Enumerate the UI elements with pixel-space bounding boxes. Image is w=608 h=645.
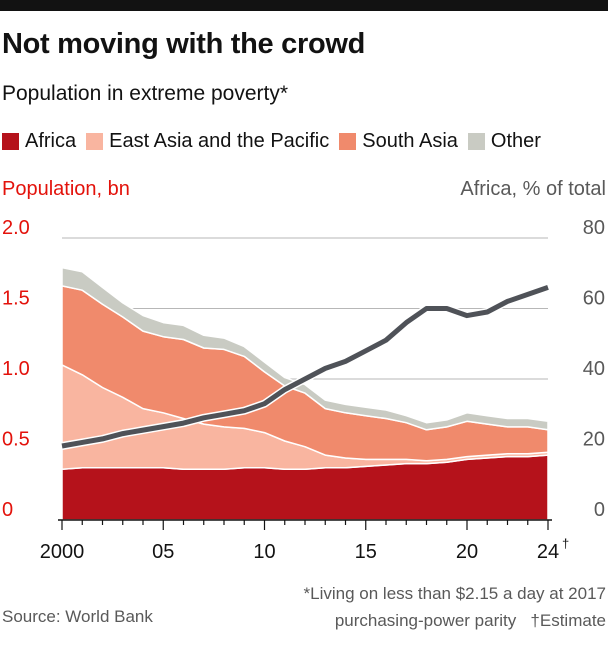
- legend-item-south-asia: South Asia: [339, 130, 458, 153]
- y-tick-label: 0.5: [2, 429, 30, 451]
- x-tick-label: 05: [152, 541, 174, 563]
- legend-label-africa: Africa: [25, 129, 77, 152]
- footnote: *Living on less than $2.15 a day at 2017…: [304, 580, 606, 634]
- footnote-line-3: †Estimate: [530, 611, 606, 630]
- footnote-line-1: *Living on less than $2.15 a day at 2017: [303, 584, 606, 603]
- legend: Africa East Asia and the Pacific South A…: [2, 128, 551, 154]
- share-line: [61, 285, 549, 449]
- x-tick-label: 2000: [40, 541, 85, 563]
- legend-swatch-africa: [2, 132, 19, 150]
- chart-title: Not moving with the crowd: [2, 28, 366, 60]
- legend-label-south-asia: South Asia: [362, 129, 458, 152]
- x-tick-label: 20: [456, 541, 478, 563]
- chart-subtitle: Population in extreme poverty*: [2, 82, 288, 105]
- legend-swatch-south-asia: [339, 132, 357, 150]
- legend-item-africa: Africa: [2, 130, 76, 153]
- x-tick-label-superscript: †: [562, 536, 569, 551]
- legend-swatch-other: [467, 132, 485, 150]
- legend-label-other: Other: [490, 129, 541, 152]
- right-axis-title: Africa, % of total: [460, 178, 606, 200]
- y2-tick-label: 40: [583, 358, 605, 380]
- left-axis-title: Population, bn: [2, 178, 130, 200]
- top-rule: [0, 0, 608, 11]
- y2-tick-label: 20: [583, 429, 605, 451]
- legend-label-east-asia: East Asia and the Pacific: [109, 129, 330, 152]
- footnote-line-2: purchasing-power parity: [334, 611, 517, 630]
- legend-item-east-asia: East Asia and the Pacific: [86, 130, 329, 153]
- legend-swatch-east-asia: [86, 132, 104, 150]
- x-tick-label: 15: [355, 541, 377, 563]
- y-tick-label: 0: [2, 499, 13, 521]
- y2-tick-label: 60: [583, 288, 605, 310]
- y-tick-label: 1.5: [2, 288, 30, 310]
- area-other: [61, 266, 549, 431]
- y2-tick-label: 80: [583, 217, 605, 239]
- x-tick-label: 24: [537, 541, 559, 563]
- x-tick-label: 10: [253, 541, 275, 563]
- y2-tick-label: 0: [594, 499, 605, 521]
- source-note: Source: World Bank: [2, 607, 153, 626]
- y-tick-label: 1.0: [2, 358, 30, 380]
- legend-item-other: Other: [467, 129, 541, 153]
- y-tick-label: 2.0: [2, 217, 30, 239]
